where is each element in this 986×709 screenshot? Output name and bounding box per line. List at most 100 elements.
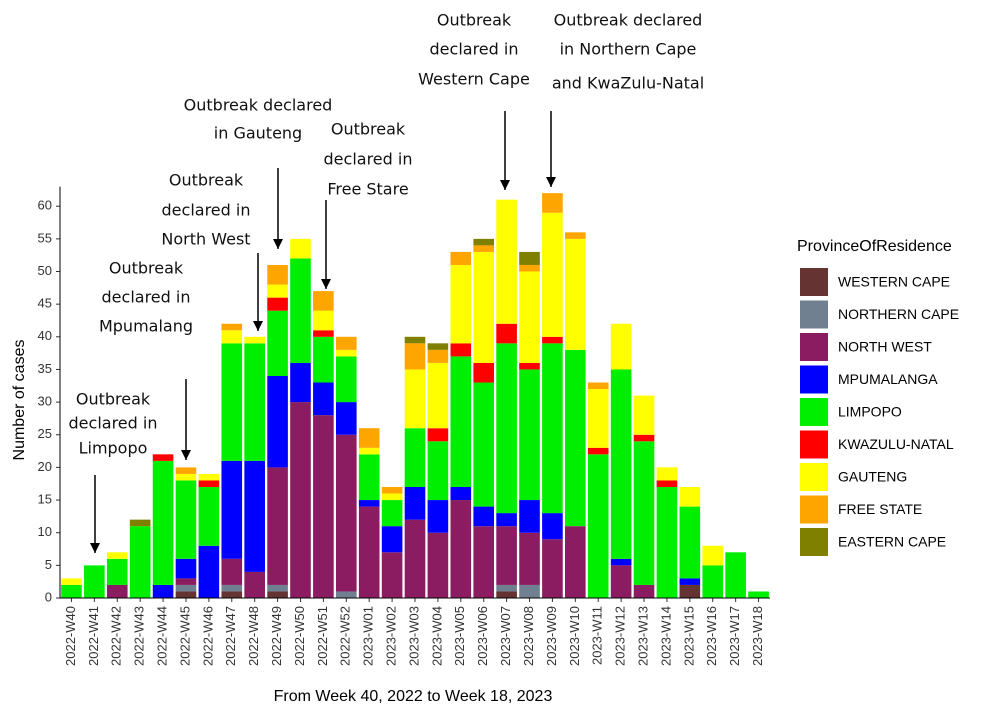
legend-label: NORTH WEST	[838, 339, 932, 355]
legend-key	[800, 300, 828, 329]
bar-segment	[656, 480, 678, 487]
x-tick-label: 2022-W50	[292, 606, 307, 666]
legend-label: KWAZULU-NATAL	[838, 436, 954, 452]
bar-segment	[221, 591, 243, 598]
x-tick-label: 2022-W49	[269, 606, 284, 666]
x-tick-label: 2022-W52	[338, 606, 353, 666]
bar-segment	[404, 343, 426, 370]
legend-key	[800, 430, 828, 459]
x-tick-label: 2023-W06	[475, 606, 490, 666]
annotation-text: and KwaZulu-Natal	[552, 74, 704, 93]
bar-segment	[542, 539, 563, 598]
bar-segment	[519, 584, 540, 598]
bar-segment	[244, 336, 265, 344]
x-tick-label: 2023-W14	[658, 606, 673, 666]
bar-segment	[381, 526, 403, 553]
annotation-text: Outbreak declared	[184, 96, 333, 115]
x-tick-label: 2022-W46	[200, 606, 215, 666]
bar-segment	[221, 558, 243, 585]
bar-segment	[587, 447, 609, 455]
annotation-text: Outbreak	[169, 171, 244, 190]
x-tick-label: 2023-W16	[704, 606, 719, 666]
legend-label: EASTERN CAPE	[838, 534, 946, 550]
bar-segment	[565, 232, 586, 239]
x-tick-label: 2023-W10	[567, 606, 582, 666]
bar-segment	[496, 343, 517, 514]
bar-segment	[290, 402, 311, 598]
bar-segment	[106, 552, 128, 559]
bar-segment	[702, 545, 724, 566]
y-tick-label: 35	[38, 361, 52, 376]
x-tick-label: 2023-W04	[429, 606, 444, 666]
legend-label: WESTERN CAPE	[838, 274, 950, 290]
x-tick-label: 2023-W09	[544, 606, 559, 666]
bar-segment	[84, 565, 105, 598]
annotation-text: Outbreak	[331, 120, 406, 139]
annotation-text: in Gauteng	[214, 124, 302, 143]
bar-segment	[267, 591, 288, 598]
y-tick-label: 10	[38, 524, 52, 539]
x-tick-label: 2023-W18	[750, 606, 765, 666]
annotation-text: in Northern Cape	[560, 40, 697, 59]
bar-segment	[542, 212, 563, 337]
bar-segment	[381, 500, 403, 527]
bar-segment	[748, 591, 769, 598]
bar-segment	[175, 584, 197, 592]
bar-segment	[358, 447, 380, 455]
bar-segment	[267, 584, 288, 592]
legend-key	[800, 495, 828, 524]
y-tick-label: 25	[38, 426, 52, 441]
bar-segment	[221, 460, 243, 559]
bar-segment	[610, 323, 632, 370]
bar-segment	[565, 526, 586, 598]
x-tick-label: 2023-W05	[452, 606, 467, 666]
bar-segment	[450, 251, 472, 265]
x-tick-label: 2022-W44	[155, 606, 170, 666]
bar-segment	[267, 284, 288, 298]
bar-segment	[244, 460, 265, 572]
legend-label: NORTHERN CAPE	[838, 306, 959, 322]
bar-segment	[381, 493, 403, 501]
bar-segment	[335, 434, 357, 592]
bar-segment	[587, 389, 609, 448]
bar-segment	[106, 584, 128, 598]
bar-segment	[404, 369, 426, 429]
bar-segment	[679, 486, 701, 507]
bar-segment	[198, 486, 220, 546]
x-tick-label: 2023-W17	[727, 606, 742, 666]
bar-segment	[198, 473, 220, 481]
y-axis-title: Number of cases	[11, 340, 28, 461]
y-tick-label: 30	[38, 394, 52, 409]
y-tick-label: 60	[38, 198, 52, 213]
bar-segment	[221, 584, 243, 592]
bar-segment	[335, 349, 357, 357]
annotation-text: declared in	[430, 40, 519, 59]
bar-segment	[335, 591, 357, 598]
bar-segment	[427, 532, 449, 598]
bar-segment	[404, 486, 426, 520]
x-tick-label: 2022-W51	[315, 606, 330, 666]
bar-segment	[290, 258, 311, 363]
legend-key	[800, 268, 828, 296]
y-tick-label: 40	[38, 328, 52, 343]
bar-segment	[679, 578, 701, 585]
annotation-text: Western Cape	[418, 70, 530, 89]
bar-segment	[427, 343, 449, 350]
bar-segment	[381, 486, 403, 494]
bar-segment	[473, 251, 495, 363]
annotation-text: declared in	[102, 288, 191, 307]
bar-segment	[610, 558, 632, 566]
bar-segment	[542, 513, 563, 540]
bar-segment	[106, 558, 128, 585]
bar-segment	[221, 330, 243, 344]
legend-title: ProvinceOfResidence	[797, 238, 952, 255]
bar-segment	[496, 584, 517, 592]
y-tick-label: 50	[38, 263, 52, 278]
annotation-text: Outbreak	[76, 390, 151, 409]
annotation-text: North West	[161, 230, 250, 249]
bar-segment	[587, 382, 609, 390]
bar-segment	[358, 428, 380, 448]
bar-segment	[358, 506, 380, 598]
bar-segment	[129, 526, 151, 598]
bar-segment	[267, 467, 288, 585]
